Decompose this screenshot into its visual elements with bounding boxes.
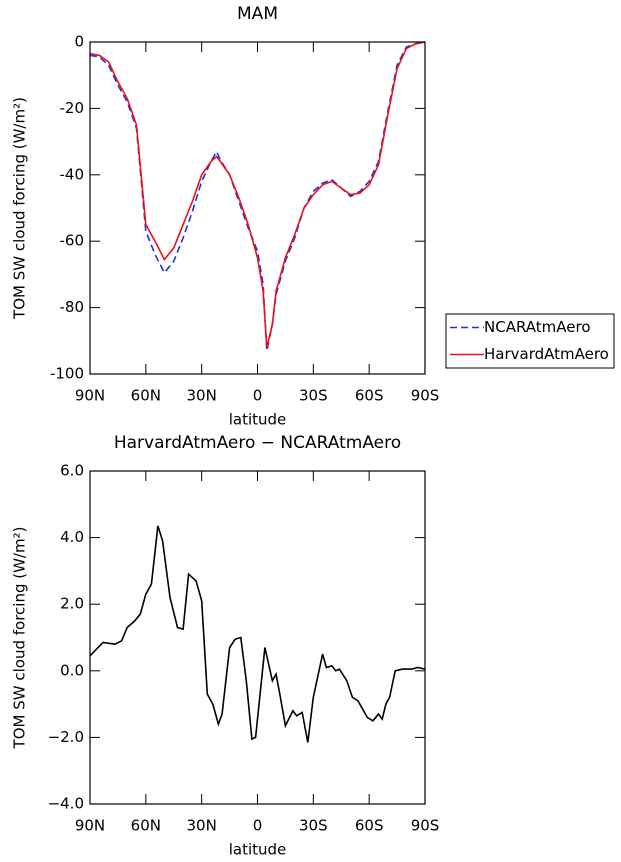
- x-tick-label: 90N: [75, 817, 105, 835]
- y-tick-label: -80: [60, 298, 85, 316]
- y-tick-label: 6.0: [60, 462, 84, 480]
- series-line: [89, 41, 426, 351]
- chart-title: MAM: [237, 4, 278, 24]
- y-tick-label: −2.0: [48, 728, 84, 746]
- x-tick-label: 0: [253, 817, 263, 835]
- x-tick-label: 60S: [355, 387, 384, 405]
- x-tick-label: 0: [253, 387, 263, 405]
- legend-label: HarvardAtmAero: [484, 345, 609, 363]
- x-tick-label: 60N: [131, 387, 161, 405]
- y-tick-label: 0.0: [60, 661, 84, 679]
- plot-frame: [89, 41, 426, 375]
- x-tick-label: 30S: [299, 387, 328, 405]
- x-tick-label: 90S: [411, 387, 440, 405]
- legend-box: [445, 313, 615, 369]
- legend-label: NCARAtmAero: [484, 318, 591, 336]
- y-axis-label: TOM SW cloud forcing (W/m²): [11, 527, 29, 750]
- x-tick-label: 90S: [411, 817, 440, 835]
- x-tick-label: 90N: [75, 387, 105, 405]
- y-tick-label: 2.0: [60, 595, 84, 613]
- x-tick-label: 30N: [187, 817, 217, 835]
- x-axis-label: latitude: [229, 411, 287, 429]
- y-axis-label: TOM SW cloud forcing (W/m²): [11, 97, 29, 320]
- x-tick-label: 60N: [131, 817, 161, 835]
- y-tick-label: -60: [60, 232, 85, 250]
- x-tick-label: 30S: [299, 817, 328, 835]
- x-tick-label: 30N: [187, 387, 217, 405]
- series-line: [89, 525, 426, 743]
- y-tick-label: 4.0: [60, 528, 84, 546]
- y-tick-label: -100: [50, 365, 84, 383]
- x-axis-label: latitude: [229, 841, 287, 859]
- y-tick-label: -40: [60, 165, 85, 183]
- x-tick-label: 60S: [355, 817, 384, 835]
- series-line: [89, 41, 426, 348]
- y-tick-label: 0: [74, 33, 84, 51]
- y-tick-label: -20: [60, 99, 85, 117]
- plot-frame: [89, 470, 426, 805]
- y-tick-label: −4.0: [48, 795, 84, 813]
- chart-title: HarvardAtmAero − NCARAtmAero: [114, 433, 401, 453]
